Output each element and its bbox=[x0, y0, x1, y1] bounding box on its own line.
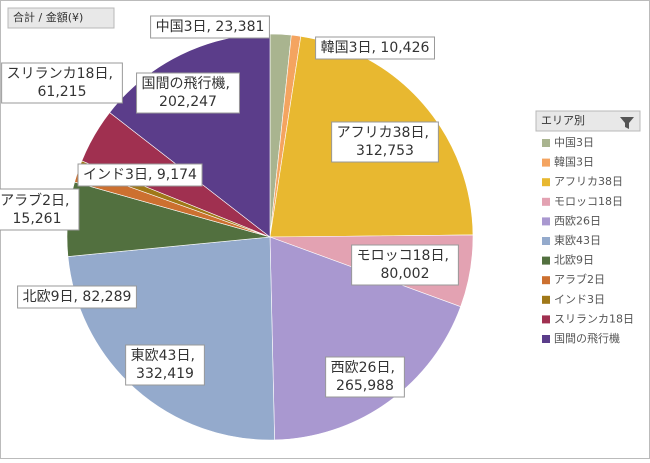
label-value: 332,419 bbox=[136, 366, 194, 382]
label-category: 国間の飛行機 bbox=[142, 76, 226, 92]
legend-label: 北欧9日 bbox=[554, 254, 594, 267]
label-separator: , bbox=[74, 289, 83, 305]
legend: 中国3日韓国3日アフリカ38日モロッコ18日西欧26日東欧43日北欧9日アラブ2… bbox=[542, 136, 634, 345]
data-label-box bbox=[150, 15, 270, 39]
label-separator: , bbox=[372, 40, 381, 56]
label-separator: , bbox=[108, 66, 117, 82]
legend-swatch bbox=[542, 217, 550, 226]
label-value: 15,261 bbox=[13, 211, 62, 227]
data-label-text: アラブ2日, 15,261 bbox=[0, 192, 74, 227]
data-label: アラブ2日, 15,261 bbox=[0, 188, 80, 231]
data-label-box bbox=[325, 356, 405, 398]
data-label-box bbox=[331, 121, 439, 163]
field-button[interactable]: 合計 / 金額(¥) bbox=[7, 7, 115, 29]
label-separator: , bbox=[390, 360, 399, 376]
label-value: 23,381 bbox=[215, 19, 264, 35]
label-category: アラブ2日 bbox=[0, 192, 65, 209]
data-label-box bbox=[17, 285, 137, 309]
legend-label: 西欧26日 bbox=[554, 214, 601, 227]
legend-label: 韓国3日 bbox=[554, 156, 594, 169]
label-value: 82,289 bbox=[82, 289, 131, 305]
legend-label: 東欧43日 bbox=[554, 234, 601, 247]
label-separator: , bbox=[424, 125, 433, 141]
label-category: モロッコ18日 bbox=[357, 248, 445, 264]
data-label-box bbox=[351, 244, 459, 286]
label-category: 北欧9日 bbox=[23, 289, 74, 305]
legend-header[interactable]: エリア別 bbox=[535, 110, 641, 132]
data-label-text: 韓国3日, 10,426 bbox=[321, 40, 430, 56]
legend-label: モロッコ18日 bbox=[554, 195, 623, 208]
data-labels: 中国3日, 23,381 韓国3日, 10,426 アフリカ38日, 312,753… bbox=[0, 15, 459, 398]
filter-icon[interactable] bbox=[620, 117, 634, 129]
legend-swatch bbox=[542, 158, 550, 167]
legend-label: アフリカ38日 bbox=[554, 175, 623, 188]
label-value: 80,002 bbox=[381, 266, 430, 282]
label-category: 中国3日 bbox=[156, 19, 207, 35]
legend-swatch bbox=[542, 197, 550, 206]
legend-label: スリランカ18日 bbox=[554, 312, 634, 325]
data-label-text: 北欧9日, 82,289 bbox=[23, 289, 132, 305]
label-category: インド3日 bbox=[83, 167, 148, 183]
label-category: 東欧43日 bbox=[131, 348, 191, 364]
label-category: 西欧26日 bbox=[331, 360, 391, 376]
label-category: スリランカ18日 bbox=[7, 66, 109, 82]
legend-label: インド3日 bbox=[554, 293, 605, 306]
label-value: 61,215 bbox=[38, 84, 87, 100]
legend-swatch bbox=[542, 139, 550, 147]
data-label: スリランカ18日, 61,215 bbox=[1, 62, 123, 104]
field-button-box[interactable] bbox=[7, 7, 115, 29]
legend-header-box[interactable] bbox=[535, 110, 641, 132]
legend-label: 国間の飛行機 bbox=[554, 331, 620, 345]
legend-swatch bbox=[542, 237, 550, 245]
data-label-text: 西欧26日, 265,988 bbox=[331, 360, 400, 394]
data-label: 北欧9日, 82,289 bbox=[17, 285, 137, 309]
data-label: アフリカ38日, 312,753 bbox=[331, 121, 439, 163]
label-separator: , bbox=[190, 348, 199, 364]
label-separator: , bbox=[207, 19, 216, 35]
pie-slice bbox=[269, 236, 462, 441]
data-label-text: 中国3日, 23,381 bbox=[156, 19, 265, 35]
data-label-text: 国間の飛行機, 202,247 bbox=[142, 76, 235, 110]
label-separator: , bbox=[444, 248, 453, 264]
data-label-box bbox=[315, 36, 435, 60]
data-label: モロッコ18日, 80,002 bbox=[351, 244, 459, 286]
data-label: 中国3日, 23,381 bbox=[150, 15, 270, 39]
label-category: 韓国3日 bbox=[321, 40, 372, 56]
label-separator: , bbox=[65, 193, 74, 209]
data-label: 東欧43日, 332,419 bbox=[125, 344, 205, 386]
label-value: 312,753 bbox=[356, 143, 414, 159]
data-label-box bbox=[0, 188, 80, 231]
legend-swatch bbox=[542, 256, 550, 265]
data-label: 韓国3日, 10,426 bbox=[315, 36, 435, 60]
legend-swatch bbox=[542, 276, 550, 285]
legend-swatch bbox=[542, 295, 550, 304]
data-label-text: アフリカ38日, 312,753 bbox=[337, 125, 434, 159]
legend-swatch bbox=[542, 178, 550, 187]
field-button-label[interactable]: 合計 / 金額(¥) bbox=[13, 10, 83, 24]
legend-swatch bbox=[542, 315, 550, 324]
data-label-text: スリランカ18日, 61,215 bbox=[7, 66, 118, 100]
data-label-text: モロッコ18日, 80,002 bbox=[357, 248, 454, 282]
label-value: 10,426 bbox=[380, 40, 429, 56]
label-separator: , bbox=[226, 76, 235, 92]
legend-label: アラブ2日 bbox=[554, 272, 605, 286]
data-label: 国間の飛行機, 202,247 bbox=[136, 72, 240, 114]
data-label: インド3日, 9,174 bbox=[77, 163, 203, 187]
data-label-box bbox=[136, 72, 240, 114]
label-value: 265,988 bbox=[336, 378, 394, 394]
legend-label: 中国3日 bbox=[554, 136, 594, 149]
label-value: 202,247 bbox=[159, 94, 217, 110]
data-label-text: インド3日, 9,174 bbox=[83, 167, 197, 183]
data-label-box bbox=[1, 62, 123, 104]
data-label-box bbox=[125, 344, 205, 386]
legend-swatch bbox=[542, 335, 550, 343]
label-category: アフリカ38日 bbox=[337, 125, 425, 141]
label-separator: , bbox=[148, 167, 157, 183]
data-label: 西欧26日, 265,988 bbox=[325, 356, 405, 398]
data-label-text: 東欧43日, 332,419 bbox=[131, 348, 200, 382]
data-label-box bbox=[77, 163, 203, 187]
legend-title: エリア別 bbox=[541, 114, 585, 127]
label-value: 9,174 bbox=[157, 167, 197, 183]
